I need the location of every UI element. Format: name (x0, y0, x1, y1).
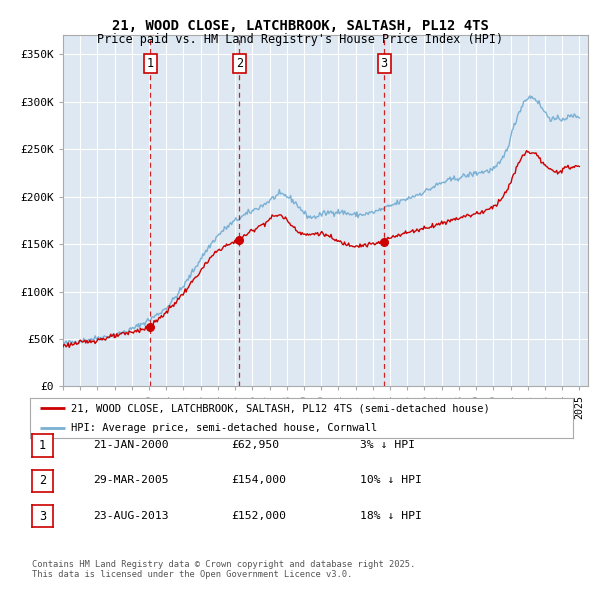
Text: 21, WOOD CLOSE, LATCHBROOK, SALTASH, PL12 4TS (semi-detached house): 21, WOOD CLOSE, LATCHBROOK, SALTASH, PL1… (71, 404, 490, 414)
Text: 29-MAR-2005: 29-MAR-2005 (93, 476, 169, 485)
Text: 3: 3 (380, 57, 388, 70)
Text: £154,000: £154,000 (231, 476, 286, 485)
Text: 21, WOOD CLOSE, LATCHBROOK, SALTASH, PL12 4TS: 21, WOOD CLOSE, LATCHBROOK, SALTASH, PL1… (112, 19, 488, 34)
Text: 18% ↓ HPI: 18% ↓ HPI (360, 511, 422, 520)
Text: 1: 1 (39, 439, 46, 452)
Text: 2: 2 (39, 474, 46, 487)
Text: 3: 3 (39, 510, 46, 523)
Text: 10% ↓ HPI: 10% ↓ HPI (360, 476, 422, 485)
Text: Contains HM Land Registry data © Crown copyright and database right 2025.
This d: Contains HM Land Registry data © Crown c… (32, 560, 415, 579)
Text: 2: 2 (236, 57, 243, 70)
Text: 21-JAN-2000: 21-JAN-2000 (93, 440, 169, 450)
Text: 23-AUG-2013: 23-AUG-2013 (93, 511, 169, 520)
Text: Price paid vs. HM Land Registry's House Price Index (HPI): Price paid vs. HM Land Registry's House … (97, 33, 503, 46)
Text: £152,000: £152,000 (231, 511, 286, 520)
Text: HPI: Average price, semi-detached house, Cornwall: HPI: Average price, semi-detached house,… (71, 423, 377, 432)
Text: 1: 1 (146, 57, 154, 70)
Text: 3% ↓ HPI: 3% ↓ HPI (360, 440, 415, 450)
Text: £62,950: £62,950 (231, 440, 279, 450)
